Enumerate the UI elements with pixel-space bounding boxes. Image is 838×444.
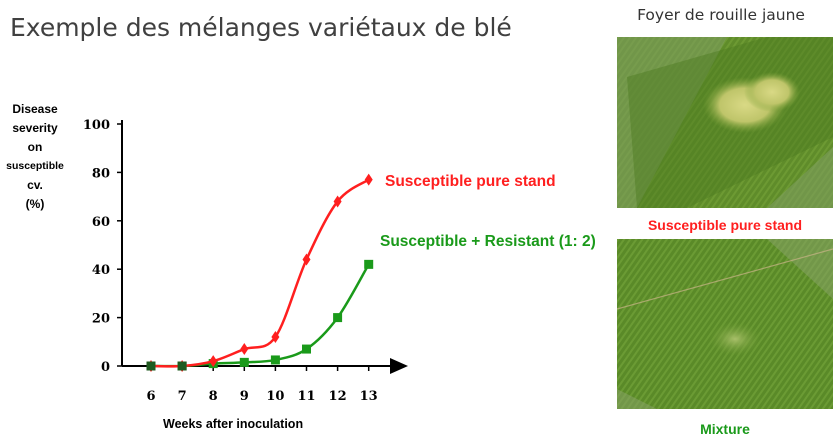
photo-caption-mixture: Mixture xyxy=(700,421,750,437)
x-tick-label: 7 xyxy=(178,389,187,404)
data-point-pure-stand xyxy=(240,343,249,356)
y-axis-label-line: (%) xyxy=(25,197,45,211)
photo-mixture xyxy=(617,239,833,409)
x-tick-label: 9 xyxy=(240,389,249,404)
x-tick-label: 10 xyxy=(266,389,284,404)
data-point-mixture xyxy=(302,344,311,354)
photo-susceptible-pure-stand xyxy=(617,37,833,208)
photo-caption-susceptible: Susceptible pure stand xyxy=(647,217,803,233)
x-axis-arrow xyxy=(390,358,408,374)
y-axis-label-line: cv. xyxy=(27,178,43,192)
photo-heading: Foyer de rouille jaune xyxy=(637,6,805,24)
y-axis-label-line: severity xyxy=(12,121,58,135)
x-tick-label: 13 xyxy=(360,389,378,404)
y-tick-label: 40 xyxy=(92,263,110,278)
series-line-pure-stand xyxy=(150,178,370,368)
x-tick-label: 11 xyxy=(297,389,315,404)
x-tick-label: 8 xyxy=(209,389,218,404)
y-axis-label-line: Disease xyxy=(12,102,58,116)
data-point-pure-stand xyxy=(302,253,311,266)
y-tick-label: 20 xyxy=(92,312,110,327)
series-label-mixture: Susceptible + Resistant (1: 2) xyxy=(380,233,596,250)
data-point-pure-stand xyxy=(364,173,373,186)
data-point-baseline xyxy=(146,361,156,371)
x-tick-label: 6 xyxy=(146,389,155,404)
data-point-mixture xyxy=(364,259,374,269)
series-label-pure-stand: Susceptible pure stand xyxy=(385,173,556,190)
y-tick-label: 0 xyxy=(101,360,110,375)
slide-title: Exemple des mélanges variétaux de blé xyxy=(10,13,512,42)
disease-severity-chart: 0 20 40 60 80 100 6 7 8 9 10 11 12 13 Susceptible pure… xyxy=(83,118,596,404)
y-axis-label-line: susceptible xyxy=(6,160,64,172)
data-point-mixture xyxy=(333,313,343,323)
y-tick-label: 100 xyxy=(83,118,110,133)
data-point-pure-stand xyxy=(271,330,280,343)
y-axis-label: Disease severity on susceptible cv. (%) xyxy=(0,100,70,214)
x-axis-label: Weeks after inoculation xyxy=(163,417,304,431)
data-point-pure-stand xyxy=(209,355,218,368)
y-tick-label: 80 xyxy=(92,166,110,181)
data-point-pure-stand xyxy=(333,195,342,208)
data-point-baseline xyxy=(177,361,187,371)
y-tick-label: 60 xyxy=(92,215,110,230)
y-axis-label-line: on xyxy=(27,140,43,154)
x-tick-label: 12 xyxy=(329,389,347,404)
data-point-mixture xyxy=(239,357,249,367)
data-point-mixture xyxy=(270,355,280,365)
